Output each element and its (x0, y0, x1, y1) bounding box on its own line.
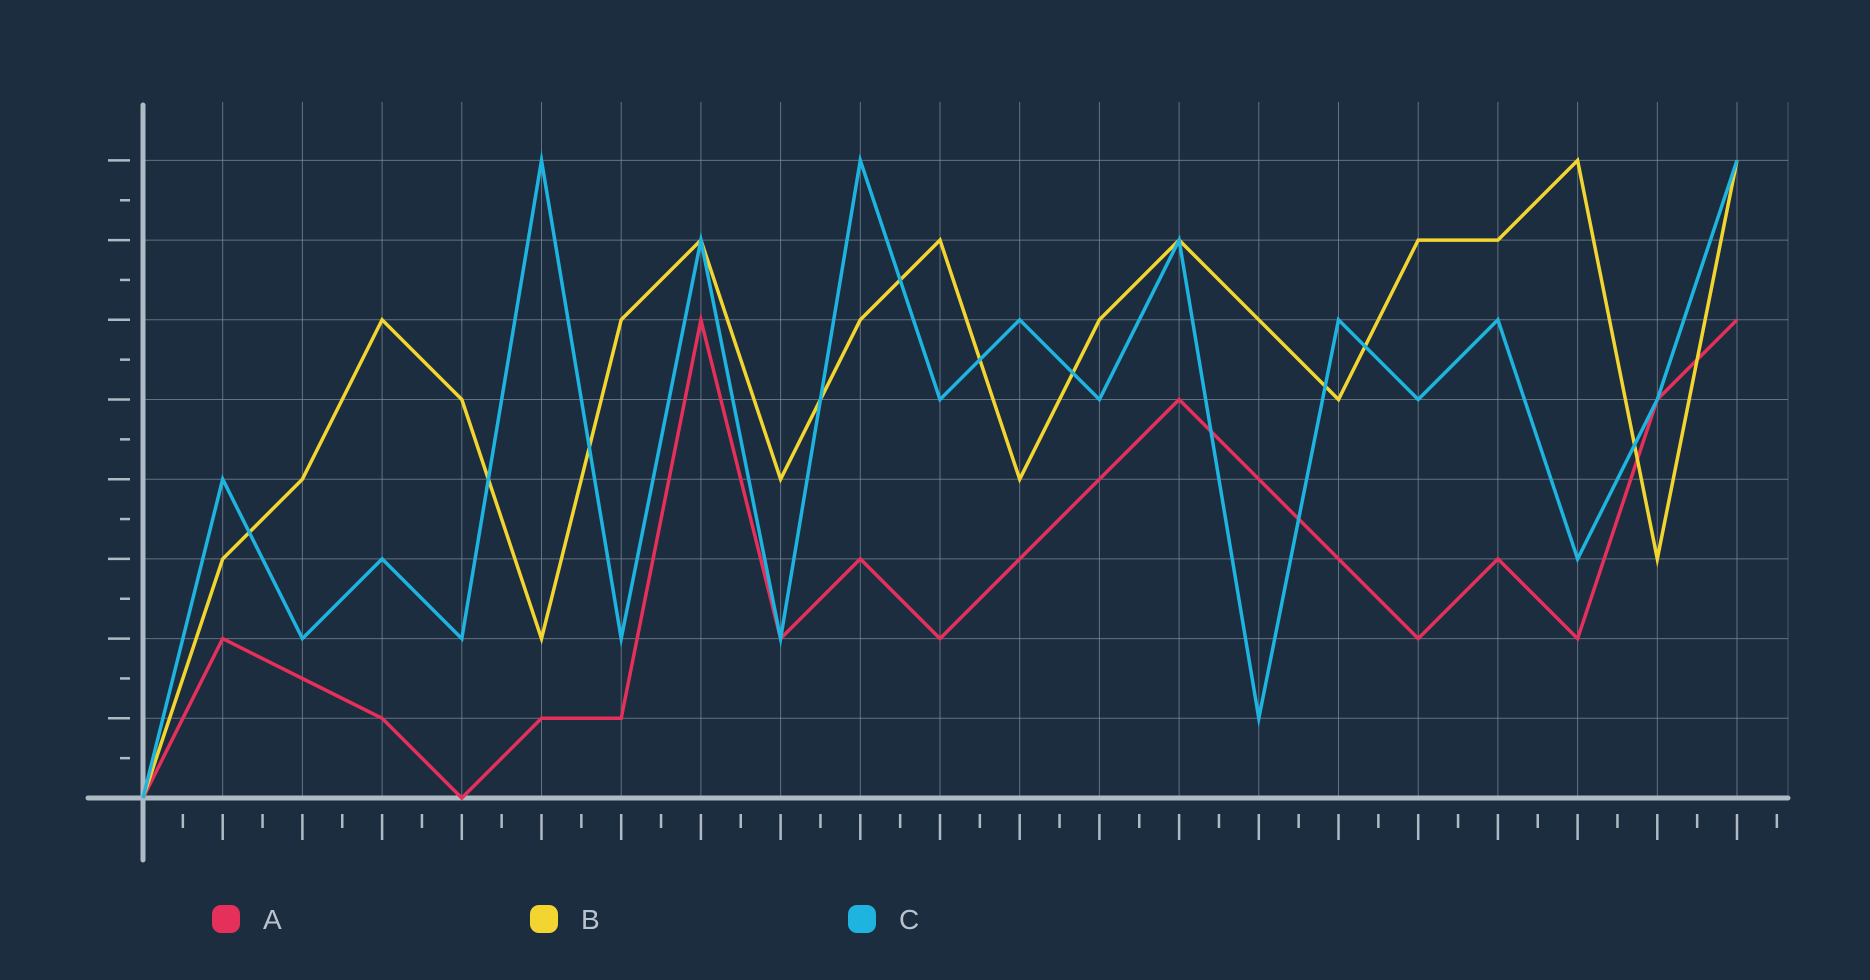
series-lines (141, 149, 1739, 801)
legend-item-a: A (212, 904, 282, 935)
series-line-c (141, 149, 1739, 799)
legend-swatch-b (530, 905, 558, 933)
axes (85, 102, 1791, 863)
legend-label-c: C (899, 904, 919, 935)
legend-item-c: C (848, 904, 919, 935)
legend-item-b: B (530, 904, 600, 935)
series-line-a (141, 311, 1739, 801)
legend: A B C (212, 904, 919, 935)
legend-swatch-a (212, 905, 240, 933)
legend-swatch-c (848, 905, 876, 933)
grid (143, 102, 1789, 798)
legend-label-a: A (263, 904, 282, 935)
legend-label-b: B (581, 904, 600, 935)
series-line-b (141, 156, 1739, 799)
